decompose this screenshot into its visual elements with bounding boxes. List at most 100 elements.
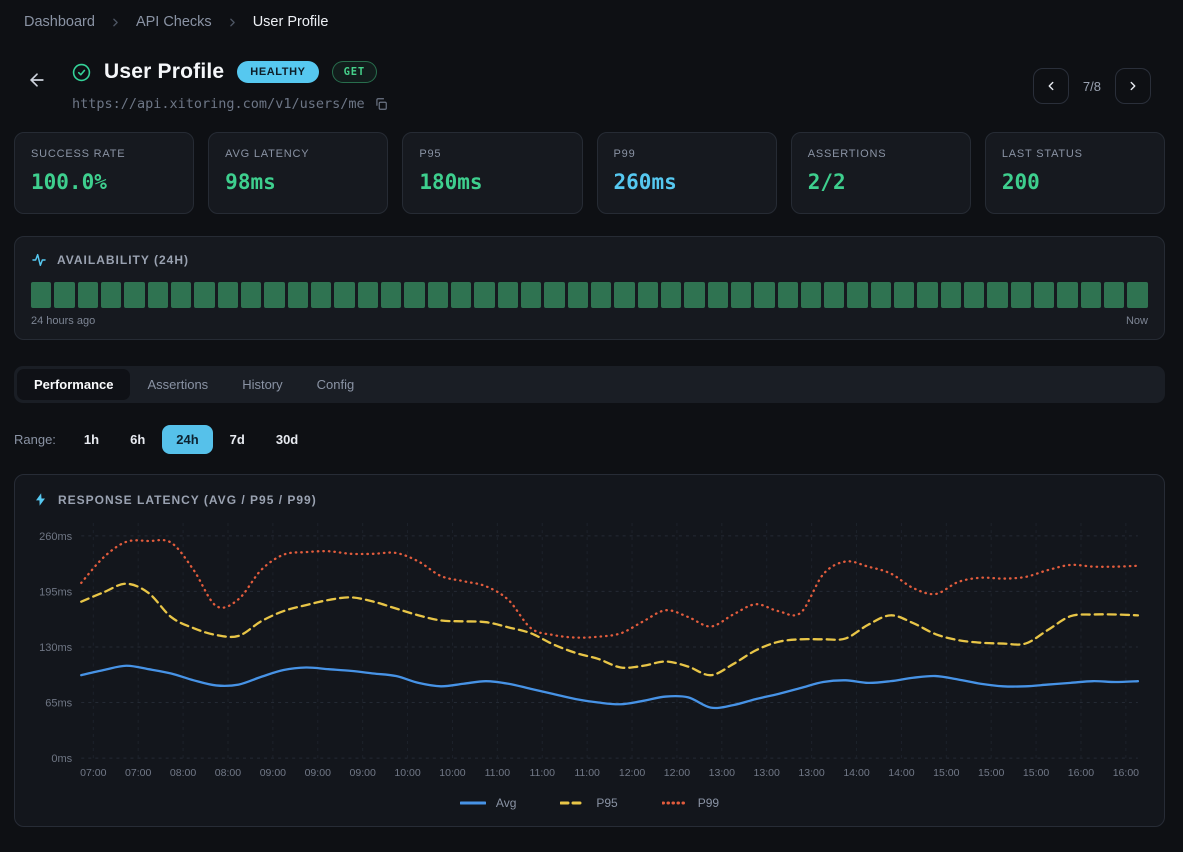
page-header: User Profile HEALTHY GET https://api.xit… bbox=[0, 34, 1183, 112]
legend-swatch-p95 bbox=[560, 800, 586, 806]
availability-segment bbox=[568, 282, 588, 308]
next-check-button[interactable] bbox=[1115, 68, 1151, 104]
svg-text:16:00: 16:00 bbox=[1068, 767, 1094, 779]
stat-label: LAST STATUS bbox=[1002, 148, 1148, 160]
breadcrumb-separator-icon bbox=[226, 16, 239, 29]
chart-legend: AvgP95P99 bbox=[33, 784, 1146, 820]
availability-segment bbox=[264, 282, 284, 308]
svg-text:07:00: 07:00 bbox=[125, 767, 151, 779]
availability-segment bbox=[498, 282, 518, 308]
stat-value: 98ms bbox=[225, 170, 371, 194]
availability-blocks bbox=[31, 282, 1148, 308]
prev-check-button[interactable] bbox=[1033, 68, 1069, 104]
pager-count: 7/8 bbox=[1083, 79, 1101, 94]
legend-label: Avg bbox=[496, 796, 516, 810]
stat-value: 260ms bbox=[614, 170, 760, 194]
availability-segment bbox=[964, 282, 984, 308]
bolt-icon bbox=[33, 492, 48, 507]
chevron-right-icon bbox=[1126, 79, 1140, 93]
availability-end-label: Now bbox=[1126, 315, 1148, 327]
svg-text:09:00: 09:00 bbox=[349, 767, 375, 779]
breadcrumb-separator-icon bbox=[109, 16, 122, 29]
availability-segment bbox=[404, 282, 424, 308]
svg-text:65ms: 65ms bbox=[45, 698, 72, 710]
tab-history[interactable]: History bbox=[225, 369, 299, 400]
copy-icon bbox=[374, 97, 388, 111]
availability-segment bbox=[451, 282, 471, 308]
range-button-7d[interactable]: 7d bbox=[216, 425, 259, 454]
availability-segment bbox=[78, 282, 98, 308]
breadcrumb-item-api-checks[interactable]: API Checks bbox=[136, 14, 212, 30]
availability-segment bbox=[1034, 282, 1054, 308]
availability-start-label: 24 hours ago bbox=[31, 315, 95, 327]
stat-card-assertions: ASSERTIONS2/2 bbox=[791, 132, 971, 214]
availability-segment bbox=[54, 282, 74, 308]
svg-text:260ms: 260ms bbox=[39, 531, 73, 543]
availability-segment bbox=[941, 282, 961, 308]
legend-swatch-avg bbox=[460, 800, 486, 806]
availability-segment bbox=[1011, 282, 1031, 308]
status-badge: HEALTHY bbox=[237, 61, 318, 83]
availability-segment bbox=[871, 282, 891, 308]
availability-segment bbox=[31, 282, 51, 308]
range-button-1h[interactable]: 1h bbox=[70, 425, 113, 454]
svg-text:11:00: 11:00 bbox=[529, 767, 555, 779]
check-circle-icon bbox=[72, 63, 91, 82]
range-button-30d[interactable]: 30d bbox=[262, 425, 312, 454]
back-button[interactable] bbox=[24, 70, 50, 93]
svg-text:14:00: 14:00 bbox=[888, 767, 914, 779]
series-line-p99 bbox=[81, 540, 1138, 638]
availability-segment bbox=[171, 282, 191, 308]
availability-segment bbox=[824, 282, 844, 308]
latency-chart-card: RESPONSE LATENCY (AVG / P95 / P99) 0ms65… bbox=[14, 474, 1165, 827]
availability-segment bbox=[521, 282, 541, 308]
legend-swatch-p99 bbox=[662, 800, 688, 806]
availability-segment bbox=[544, 282, 564, 308]
availability-segment bbox=[801, 282, 821, 308]
svg-text:14:00: 14:00 bbox=[843, 767, 869, 779]
availability-segment bbox=[148, 282, 168, 308]
tab-assertions[interactable]: Assertions bbox=[130, 369, 225, 400]
svg-text:09:00: 09:00 bbox=[305, 767, 331, 779]
availability-segment bbox=[708, 282, 728, 308]
availability-segment bbox=[1127, 282, 1147, 308]
availability-segment bbox=[288, 282, 308, 308]
range-label: Range: bbox=[14, 432, 56, 447]
stat-card-success-rate: SUCCESS RATE100.0% bbox=[14, 132, 194, 214]
svg-text:13:00: 13:00 bbox=[754, 767, 780, 779]
availability-segment bbox=[1057, 282, 1077, 308]
svg-text:15:00: 15:00 bbox=[933, 767, 959, 779]
stat-value: 180ms bbox=[419, 170, 565, 194]
availability-segment bbox=[894, 282, 914, 308]
stat-value: 200 bbox=[1002, 170, 1148, 194]
latency-chart: 0ms65ms130ms195ms260ms07:0007:0008:0008:… bbox=[33, 513, 1146, 784]
availability-segment bbox=[334, 282, 354, 308]
availability-segment bbox=[638, 282, 658, 308]
svg-text:13:00: 13:00 bbox=[709, 767, 735, 779]
availability-segment bbox=[987, 282, 1007, 308]
endpoint-url: https://api.xitoring.com/v1/users/me bbox=[72, 96, 365, 112]
availability-segment bbox=[474, 282, 494, 308]
svg-text:10:00: 10:00 bbox=[439, 767, 465, 779]
tab-config[interactable]: Config bbox=[300, 369, 372, 400]
svg-text:195ms: 195ms bbox=[39, 586, 73, 598]
svg-text:15:00: 15:00 bbox=[978, 767, 1004, 779]
series-line-avg bbox=[81, 666, 1138, 708]
availability-segment bbox=[778, 282, 798, 308]
availability-segment bbox=[1104, 282, 1124, 308]
svg-text:08:00: 08:00 bbox=[170, 767, 196, 779]
availability-segment bbox=[917, 282, 937, 308]
availability-segment bbox=[731, 282, 751, 308]
copy-url-button[interactable] bbox=[374, 97, 388, 111]
stat-value: 2/2 bbox=[808, 170, 954, 194]
breadcrumb-item-dashboard[interactable]: Dashboard bbox=[24, 14, 95, 30]
legend-item-avg: Avg bbox=[460, 796, 516, 810]
svg-text:13:00: 13:00 bbox=[798, 767, 824, 779]
stat-label: SUCCESS RATE bbox=[31, 148, 177, 160]
availability-title: AVAILABILITY (24H) bbox=[57, 253, 189, 267]
range-button-6h[interactable]: 6h bbox=[116, 425, 159, 454]
availability-segment bbox=[591, 282, 611, 308]
tab-performance[interactable]: Performance bbox=[17, 369, 130, 400]
stat-card-p99: P99260ms bbox=[597, 132, 777, 214]
range-button-24h[interactable]: 24h bbox=[162, 425, 212, 454]
